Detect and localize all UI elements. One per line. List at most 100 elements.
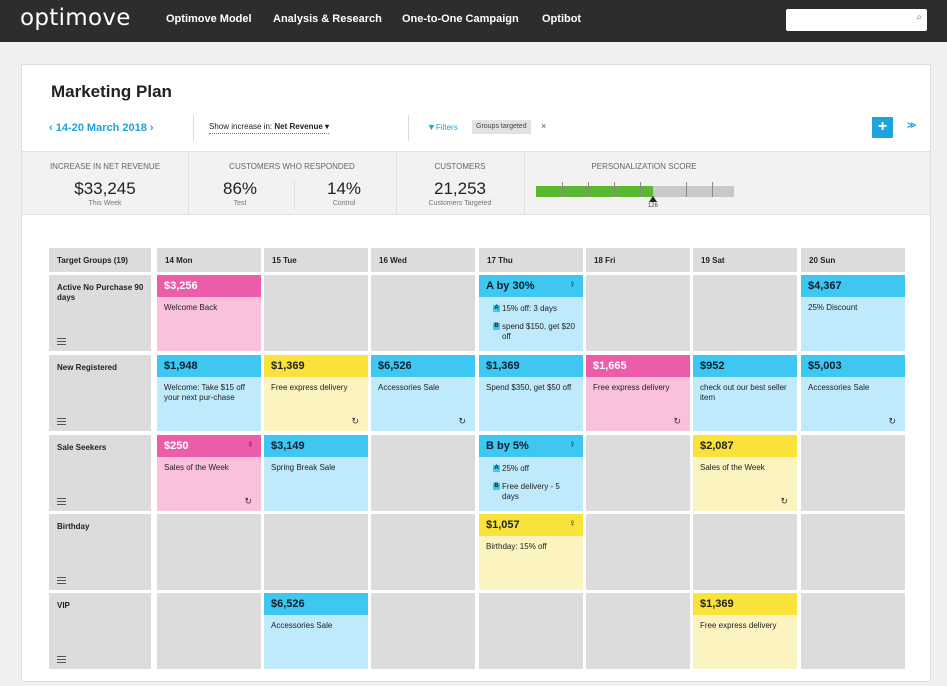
search-icon[interactable]: ⌕ bbox=[916, 12, 922, 23]
empty-calendar-cell[interactable] bbox=[264, 275, 368, 351]
list-icon[interactable] bbox=[57, 338, 66, 345]
empty-calendar-cell[interactable] bbox=[586, 435, 690, 511]
nav-optibot[interactable]: Optibot bbox=[542, 13, 582, 25]
add-button[interactable]: + bbox=[872, 117, 893, 138]
date-range-navigator[interactable]: ‹ 14-20 March 2018 › bbox=[49, 122, 154, 134]
campaign-amount: $5,003 bbox=[801, 355, 905, 377]
target-group-row-header[interactable]: Birthday bbox=[49, 514, 151, 590]
empty-calendar-cell[interactable] bbox=[157, 593, 261, 669]
list-icon[interactable] bbox=[57, 656, 66, 663]
divider bbox=[396, 152, 397, 214]
campaign-text: Sales of the Week bbox=[164, 463, 229, 472]
ab-variant-b-text: spend $150, get $20 off bbox=[502, 322, 575, 341]
empty-calendar-cell[interactable] bbox=[371, 275, 475, 351]
campaign-text: Welcome: Take $15 off your next pur-chas… bbox=[164, 383, 245, 402]
nav-one-to-one-campaign[interactable]: One-to-One Campaign bbox=[402, 13, 519, 25]
customers-label: CUSTOMERS bbox=[434, 162, 486, 171]
divider bbox=[193, 115, 194, 141]
customers-sub: Customers Targeted bbox=[428, 200, 492, 207]
campaign-amount: $1,369 bbox=[693, 593, 797, 615]
nav-analysis-research[interactable]: Analysis & Research bbox=[273, 13, 382, 25]
empty-calendar-cell[interactable] bbox=[371, 514, 475, 590]
optimove-logo[interactable]: optimove bbox=[20, 5, 131, 31]
page-title: Marketing Plan bbox=[51, 82, 172, 101]
campaign-card[interactable]: $5,003 Accessories Sale ↻ bbox=[801, 355, 905, 431]
target-group-row-header[interactable]: Active No Purchase 90 days bbox=[49, 275, 151, 351]
ab-tag-b: B bbox=[493, 483, 500, 490]
campaign-card[interactable]: $3,256 Welcome Back bbox=[157, 275, 261, 351]
campaign-card[interactable]: $6,526 Accessories Sale ↻ bbox=[371, 355, 475, 431]
empty-calendar-cell[interactable] bbox=[586, 593, 690, 669]
campaign-amount: $2,087 bbox=[693, 435, 797, 457]
empty-calendar-cell[interactable] bbox=[371, 593, 475, 669]
campaign-card[interactable]: $1,369 Free express delivery ↻ bbox=[264, 355, 368, 431]
list-icon[interactable] bbox=[57, 577, 66, 584]
personalization-score-bar bbox=[536, 182, 734, 197]
target-group-name: Sale Seekers bbox=[57, 443, 107, 452]
top-navigation-bar: optimove Optimove Model Analysis & Resea… bbox=[0, 0, 947, 42]
list-icon[interactable] bbox=[57, 418, 66, 425]
divider bbox=[408, 115, 409, 141]
expand-chevron-icon[interactable]: ≫ bbox=[907, 120, 917, 130]
campaign-text: 25% Discount bbox=[808, 303, 858, 312]
campaign-text: Accessories Sale bbox=[808, 383, 870, 392]
ab-variant-a-text: 15% off: 3 days bbox=[502, 304, 557, 313]
campaign-text: Accessories Sale bbox=[378, 383, 440, 392]
empty-calendar-cell[interactable] bbox=[586, 275, 690, 351]
empty-calendar-cell[interactable] bbox=[801, 593, 905, 669]
lightbulb-icon[interactable]: ♀ bbox=[568, 518, 577, 529]
campaign-card[interactable]: $3,149 Spring Break Sale bbox=[264, 435, 368, 511]
campaign-card[interactable]: B by 5% A 25% off B Free delivery - 5 days ♀ bbox=[479, 435, 583, 511]
empty-calendar-cell[interactable] bbox=[801, 435, 905, 511]
divider bbox=[188, 152, 189, 214]
show-increase-dropdown[interactable]: Show increase in: Net Revenue ▾ bbox=[209, 122, 330, 134]
personalization-score-fill bbox=[536, 186, 653, 197]
show-increase-value: Net Revenue ▾ bbox=[274, 122, 330, 131]
lightbulb-icon[interactable]: ♀ bbox=[568, 279, 577, 290]
empty-calendar-cell[interactable] bbox=[586, 514, 690, 590]
campaign-text: Accessories Sale bbox=[271, 621, 333, 630]
campaign-card[interactable]: $250 Sales of the Week ♀ ↻ bbox=[157, 435, 261, 511]
ab-tag-a: A bbox=[493, 305, 500, 312]
campaign-card[interactable]: $1,369 Spend $350, get $50 off bbox=[479, 355, 583, 431]
divider bbox=[524, 152, 525, 214]
recurring-icon: ↻ bbox=[244, 496, 252, 506]
empty-calendar-cell[interactable] bbox=[157, 514, 261, 590]
empty-calendar-cell[interactable] bbox=[371, 435, 475, 511]
target-group-name: New Registered bbox=[57, 363, 118, 372]
empty-calendar-cell[interactable] bbox=[801, 514, 905, 590]
target-group-row-header[interactable]: New Registered bbox=[49, 355, 151, 431]
campaign-text: Spring Break Sale bbox=[271, 463, 336, 472]
empty-calendar-cell[interactable] bbox=[479, 593, 583, 669]
campaign-card[interactable]: $1,948 Welcome: Take $15 off your next pu… bbox=[157, 355, 261, 431]
campaign-card[interactable]: $4,367 25% Discount bbox=[801, 275, 905, 351]
filters-button[interactable]: ▼Filters bbox=[427, 122, 458, 132]
ab-variant-b: B Free delivery - 5 days bbox=[486, 482, 576, 502]
campaign-amount: A by 30% bbox=[479, 275, 583, 297]
empty-calendar-cell[interactable] bbox=[264, 514, 368, 590]
campaign-card[interactable]: $952 check out our best seller item bbox=[693, 355, 797, 431]
campaign-amount: $3,256 bbox=[157, 275, 261, 297]
list-icon[interactable] bbox=[57, 498, 66, 505]
lightbulb-icon[interactable]: ♀ bbox=[246, 439, 255, 450]
search-input[interactable]: ⌕ bbox=[786, 9, 927, 31]
target-group-row-header[interactable]: Sale Seekers bbox=[49, 435, 151, 511]
score-tick bbox=[640, 182, 641, 197]
target-group-row-header[interactable]: VIP bbox=[49, 593, 151, 669]
empty-calendar-cell[interactable] bbox=[693, 275, 797, 351]
recurring-icon: ↻ bbox=[780, 496, 788, 506]
personalization-label: PERSONALIZATION SCORE bbox=[591, 162, 697, 171]
campaign-card[interactable]: $1,665 Free express delivery ↻ bbox=[586, 355, 690, 431]
lightbulb-icon[interactable]: ♀ bbox=[568, 439, 577, 450]
ab-variant-a: A 25% off bbox=[486, 464, 576, 474]
chip-close-icon[interactable]: × bbox=[541, 121, 547, 131]
net-revenue-value: $33,245 bbox=[74, 179, 136, 198]
campaign-card[interactable]: $6,526 Accessories Sale bbox=[264, 593, 368, 669]
campaign-card[interactable]: $1,057 Birthday: 15% off ♀ bbox=[479, 514, 583, 590]
campaign-card[interactable]: $1,369 Free express delivery bbox=[693, 593, 797, 669]
empty-calendar-cell[interactable] bbox=[693, 514, 797, 590]
campaign-card[interactable]: $2,087 Sales of the Week ↻ bbox=[693, 435, 797, 511]
nav-optimove-model[interactable]: Optimove Model bbox=[166, 13, 252, 25]
